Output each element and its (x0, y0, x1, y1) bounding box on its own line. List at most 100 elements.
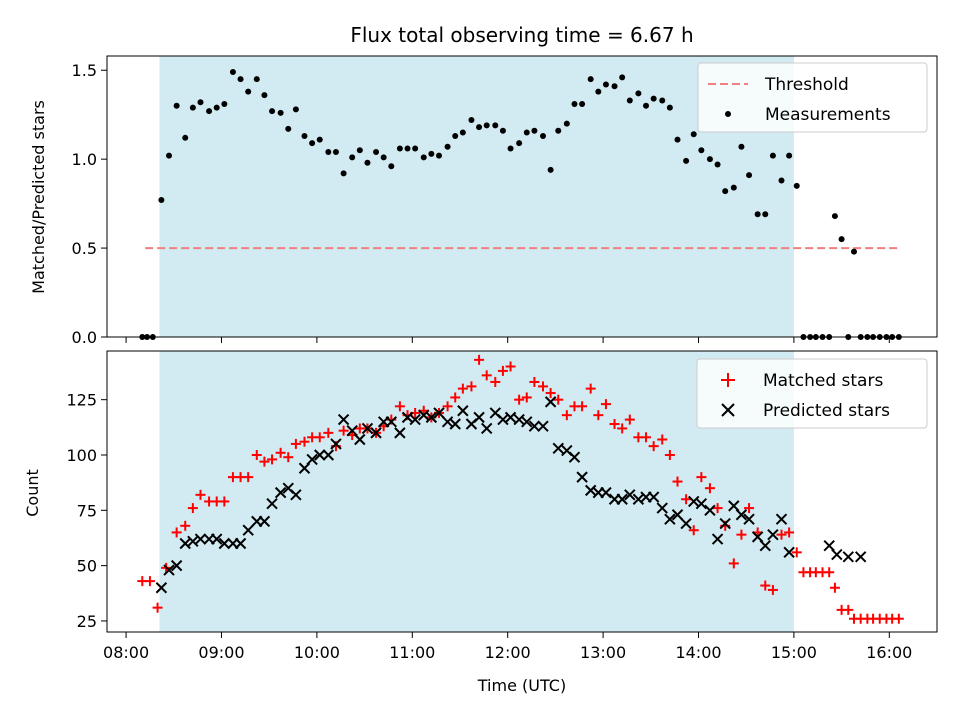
top-y-axis-label: Matched/Predicted stars (29, 100, 48, 294)
measurement-point (690, 131, 697, 138)
measurement-point (563, 120, 570, 127)
top-legend: Threshold Measurements (697, 62, 928, 133)
predicted-star-point (194, 533, 207, 545)
predicted-star-point (680, 517, 692, 530)
bottom-y-axis: 25 50 75 100 125 (66, 391, 107, 631)
bottom-y-axis-label: Count (23, 469, 42, 517)
matched-star-point (688, 525, 699, 536)
matched-star-point (144, 576, 155, 587)
measurement-point (539, 133, 546, 140)
matched-star-point (784, 527, 795, 538)
x-tick-label: 15:00 (771, 643, 817, 662)
measurement-point (245, 88, 252, 95)
predicted-star-point (337, 413, 350, 426)
predicted-star-point (234, 537, 247, 550)
matched-star-point (791, 547, 802, 558)
measurement-point (786, 152, 793, 159)
measurement-point (483, 122, 490, 129)
bottom-y-tick-label: 125 (66, 391, 97, 410)
matched-star-point (259, 456, 270, 467)
measurement-point (555, 127, 562, 134)
measurement-point (626, 97, 633, 104)
predicted-star-point (537, 420, 549, 432)
measurement-point (507, 145, 514, 152)
predicted-star-point (854, 551, 867, 563)
legend-predicted-label: Predicted stars (763, 401, 890, 421)
measurement-point (619, 74, 626, 81)
measurement-point (412, 145, 419, 152)
measurement-point (714, 161, 721, 168)
matched-star-point (736, 529, 747, 540)
measurement-point (364, 159, 371, 166)
predicted-star-point (457, 405, 469, 417)
x-tick-label: 10:00 (294, 643, 340, 662)
measurement-point (309, 140, 316, 147)
matched-star-point (283, 452, 294, 463)
measurement-point (206, 108, 213, 115)
matched-star-point (728, 558, 739, 569)
measurement-point (285, 125, 292, 132)
x-tick-label: 16:00 (866, 643, 912, 662)
measurement-point (356, 147, 363, 154)
top-y-tick-label: 0.5 (72, 239, 97, 258)
matched-star-point (744, 503, 755, 514)
predicted-star-point (544, 396, 557, 408)
measurement-point (492, 122, 499, 129)
matched-star-point (600, 399, 611, 410)
predicted-star-point (330, 438, 342, 450)
top-x-axis (125, 337, 890, 343)
measurement-point (269, 108, 276, 115)
top-panel: 0.0 0.5 1.0 1.5 Matched/Predicted stars (29, 55, 938, 347)
predicted-star-point (504, 411, 517, 424)
predicted-star-point (521, 416, 533, 428)
measurement-point (404, 145, 411, 152)
matched-star-point (767, 584, 778, 595)
predicted-star-point (695, 497, 708, 510)
measurement-point (221, 101, 228, 108)
measurement-point (444, 143, 451, 150)
predicted-star-point (552, 442, 564, 455)
legend-matched-label: Matched stars (763, 371, 883, 391)
x-tick-label: 12:00 (485, 643, 531, 662)
matched-star-point (561, 410, 572, 421)
measurement-point (349, 154, 356, 161)
predicted-star-point (322, 449, 335, 461)
measurement-point (396, 145, 403, 152)
matched-star-point (577, 401, 588, 412)
measurement-point (602, 81, 609, 88)
bottom-legend: Matched stars Predicted stars (696, 358, 928, 429)
matched-star-point (481, 370, 492, 381)
predicted-star-point (656, 502, 668, 514)
measurement-point (388, 163, 395, 170)
x-tick-label: 08:00 (103, 643, 149, 662)
predicted-star-point (480, 422, 493, 435)
top-y-tick-label: 1.5 (72, 61, 97, 80)
measurement-point (531, 127, 538, 134)
measurement-point (261, 92, 268, 99)
measurement-point (838, 236, 845, 243)
matched-star-point (681, 494, 692, 505)
measurement-point (611, 83, 618, 90)
matched-star-point (290, 438, 301, 449)
predicted-star-point (759, 540, 771, 552)
measurement-point (516, 140, 523, 147)
predicted-star-point (600, 486, 612, 499)
matched-star-point (776, 529, 787, 540)
matched-star-point (545, 388, 556, 399)
matched-star-point (442, 401, 453, 412)
predicted-star-point (735, 509, 748, 521)
bottom-y-tick-label: 25 (77, 612, 97, 631)
matched-star-point (843, 604, 854, 615)
measurement-point (332, 149, 339, 156)
measurement-point (587, 76, 594, 83)
measurement-point (738, 143, 745, 150)
predicted-star-point (775, 513, 788, 525)
measurement-point (380, 154, 387, 161)
measurements-points (139, 69, 902, 340)
top-y-tick-label: 0.0 (72, 328, 97, 347)
predicted-star-point (218, 537, 231, 550)
matched-star-point (696, 472, 707, 483)
matched-star-point (251, 449, 262, 460)
predicted-star-point (616, 493, 628, 505)
